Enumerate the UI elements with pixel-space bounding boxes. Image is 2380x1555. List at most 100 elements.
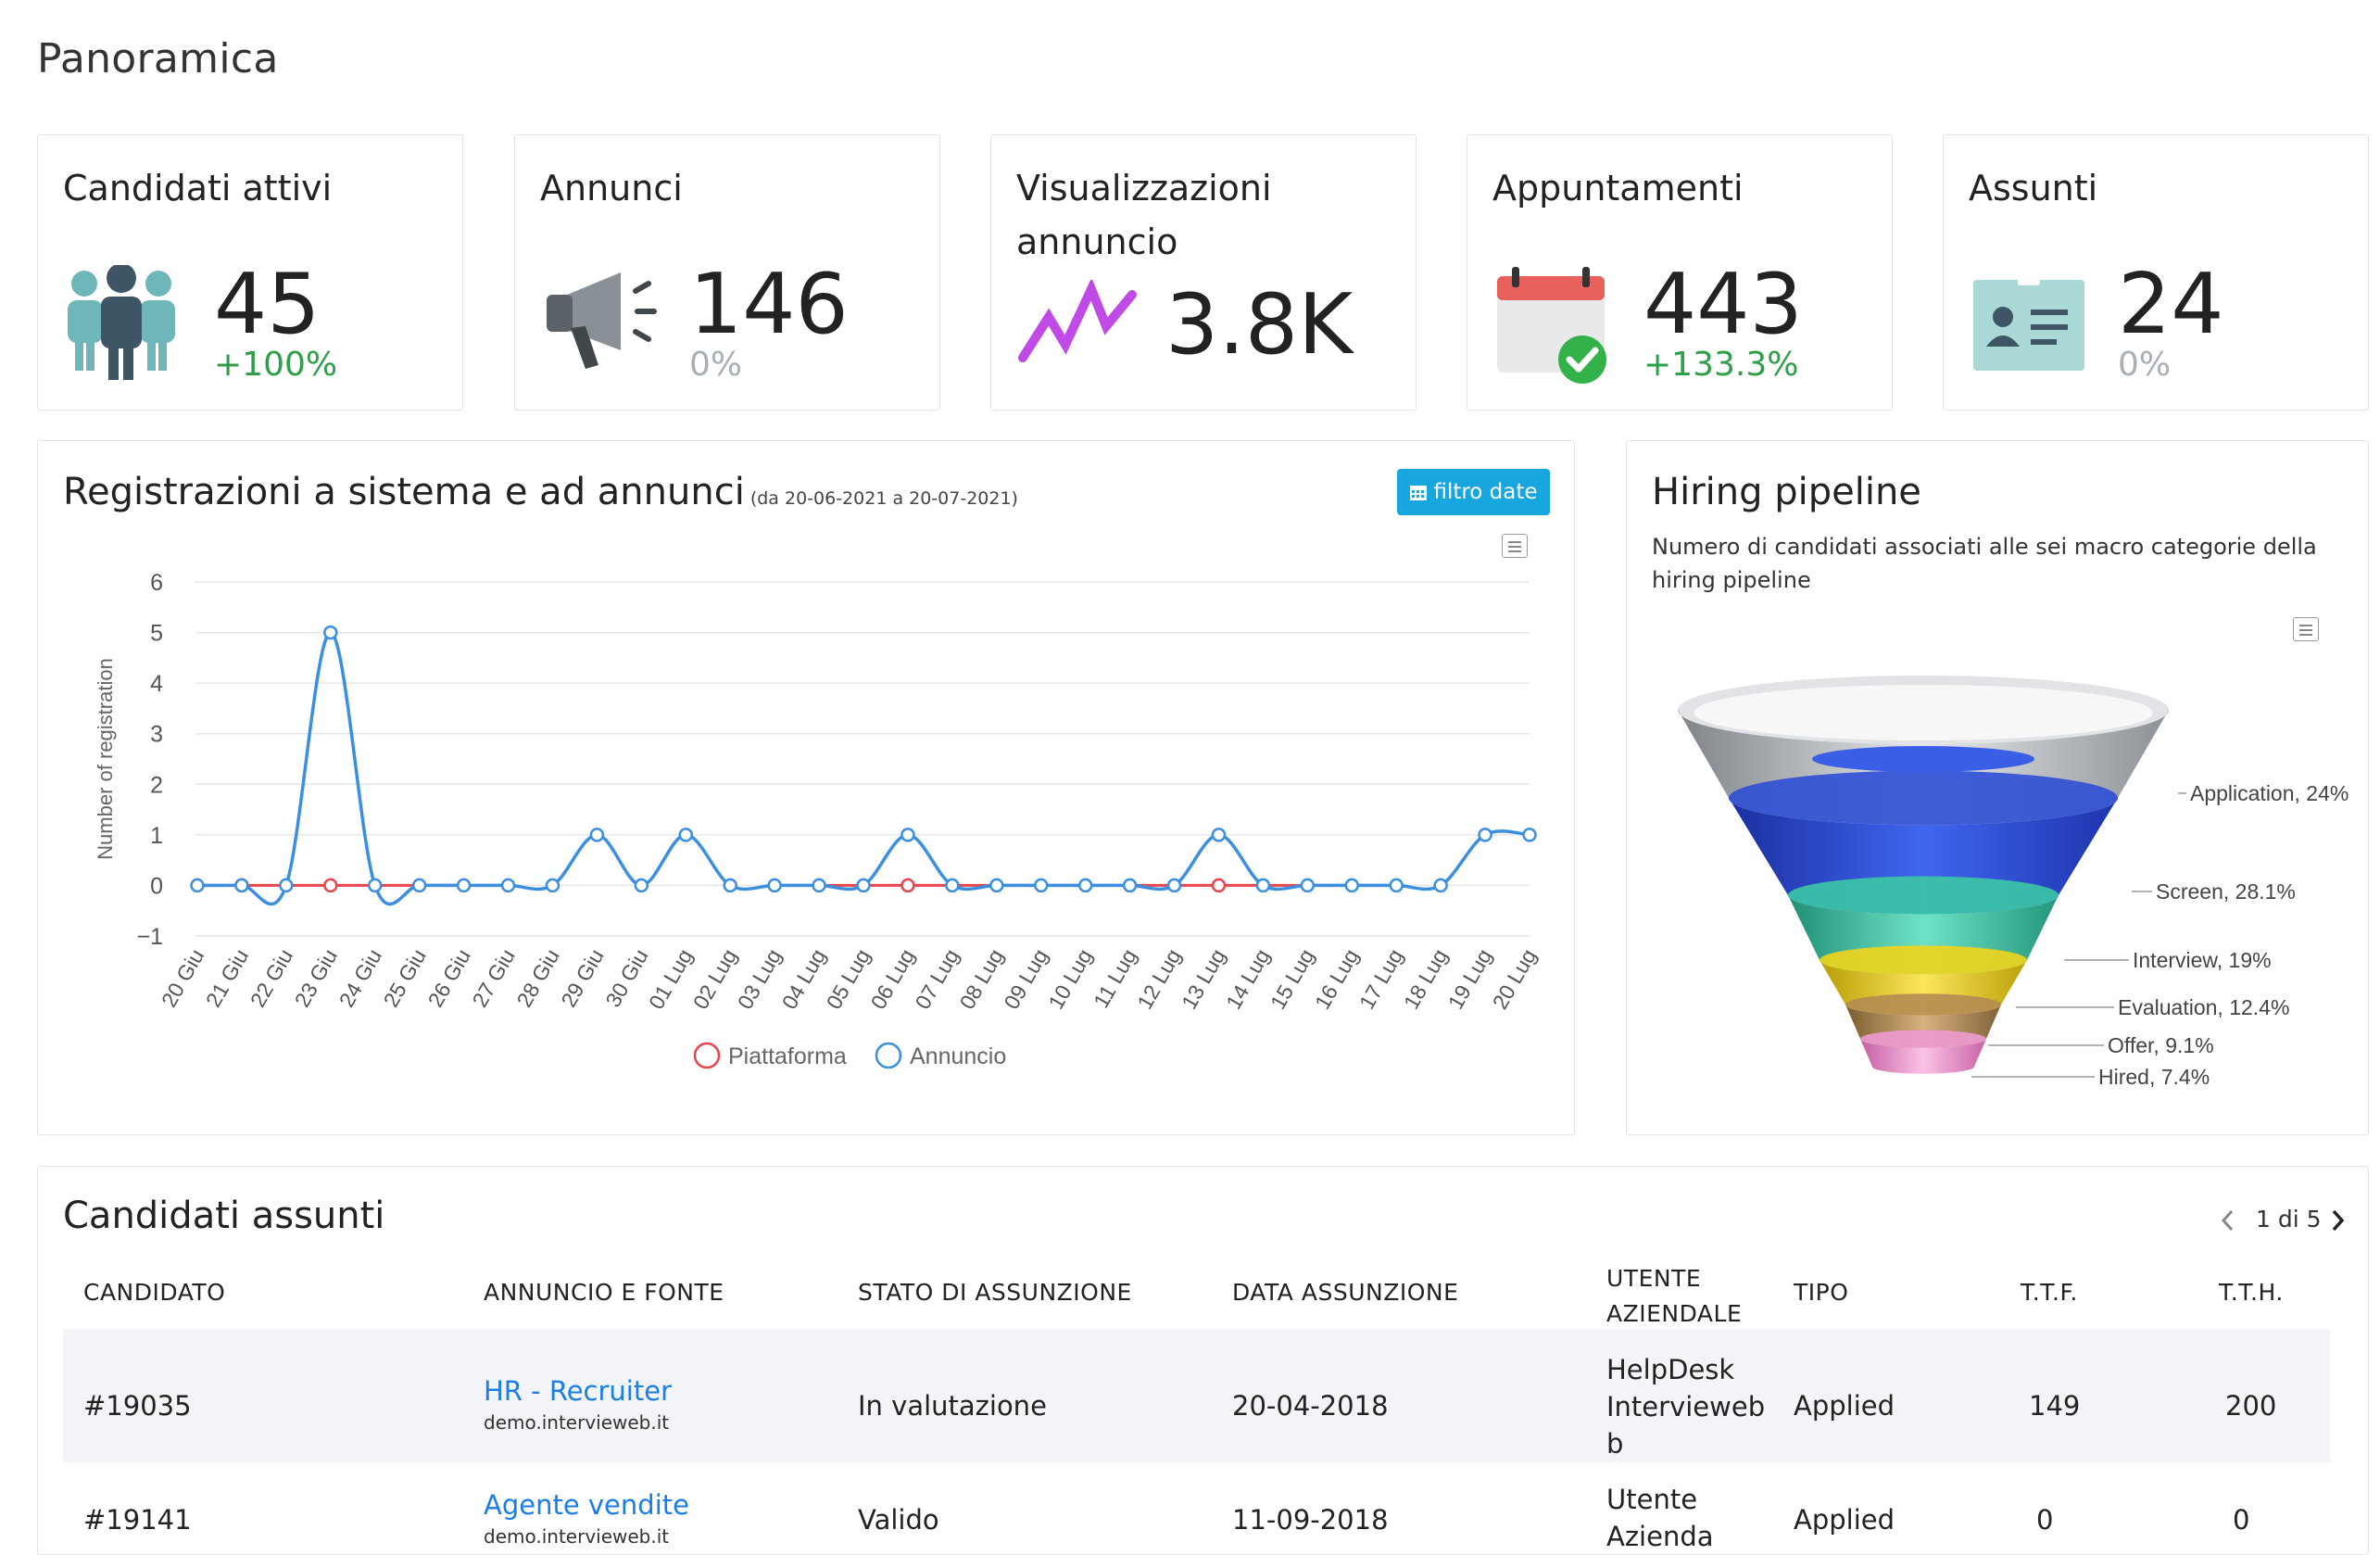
col-header-ad-source[interactable]: ANNUNCIO E FONTE <box>484 1279 724 1306</box>
funnel-label-evaluation: Evaluation, 12.4% <box>2118 995 2289 1019</box>
x-tick-label: 03 Lug <box>733 945 787 1014</box>
data-point-piattaforma[interactable] <box>323 878 338 893</box>
data-point-annuncio[interactable] <box>1033 878 1049 893</box>
col-header-candidate[interactable]: CANDIDATO <box>83 1279 226 1306</box>
data-point-annuncio[interactable] <box>367 878 383 893</box>
legend-marker-piattaforma[interactable] <box>693 1042 721 1069</box>
data-point-annuncio[interactable] <box>634 878 649 893</box>
funnel-label-offer: Offer, 9.1% <box>2108 1033 2214 1057</box>
funnel-menu-icon[interactable] <box>2293 617 2319 641</box>
funnel-segment-top <box>1860 1030 1986 1048</box>
kpi-card-hired[interactable]: Assunti 24 0% <box>1943 134 2369 411</box>
data-point-annuncio[interactable] <box>678 828 694 842</box>
data-point-annuncio[interactable] <box>1255 878 1271 893</box>
data-point-annuncio[interactable] <box>767 878 782 893</box>
data-point-annuncio[interactable] <box>723 878 737 893</box>
x-tick-label: 23 Giu <box>290 945 342 1012</box>
data-point-annuncio[interactable] <box>856 878 871 893</box>
funnel-label-hired: Hired, 7.4% <box>2098 1065 2210 1089</box>
cell-candidate[interactable]: #19141 <box>83 1504 192 1536</box>
col-header-company-user[interactable]: UTENTE AZIENDALE <box>1606 1261 1742 1332</box>
data-point-annuncio[interactable] <box>411 878 427 893</box>
col-header-hiring-status[interactable]: STATO DI ASSUNZIONE <box>858 1279 1132 1306</box>
cell-ttf: 0 <box>2036 1504 2054 1536</box>
x-tick-label: 02 Lug <box>688 945 742 1014</box>
y-axis-label: Number of registration <box>94 658 117 860</box>
kpi-delta: 0% <box>2118 346 2172 384</box>
x-tick-label: 24 Giu <box>334 945 386 1012</box>
legend-label-annuncio[interactable]: Annuncio <box>910 1043 1006 1069</box>
data-point-annuncio[interactable] <box>1344 878 1360 893</box>
x-tick-label: 21 Giu <box>201 945 253 1012</box>
data-point-annuncio[interactable] <box>500 878 516 893</box>
funnel-segment-hired[interactable] <box>1860 1039 1986 1074</box>
data-point-annuncio[interactable] <box>1300 878 1316 893</box>
data-point-annuncio[interactable] <box>989 878 1004 893</box>
date-filter-button[interactable]: filtro date <box>1397 469 1550 515</box>
cell-type: Applied <box>1794 1504 1895 1536</box>
x-tick-label: 27 Giu <box>467 945 519 1012</box>
col-header-ttf[interactable]: T.T.F. <box>2021 1279 2078 1306</box>
hiring-pipeline-description: Numero di candidati associati alle sei m… <box>1652 534 2317 593</box>
data-point-annuncio[interactable] <box>234 878 249 893</box>
company-user-line2: Azienda <box>1606 1521 1714 1552</box>
data-point-piattaforma[interactable] <box>900 878 915 893</box>
col-header-type[interactable]: TIPO <box>1794 1279 1849 1306</box>
ad-link[interactable]: HR - Recruiter <box>484 1375 672 1407</box>
x-tick-label: 18 Lug <box>1399 945 1453 1014</box>
kpi-delta: +133.3% <box>1643 346 1799 384</box>
kpi-card-active-candidates[interactable]: Candidati attivi 45 +100% <box>37 134 463 411</box>
col-header-hire-date[interactable]: DATA ASSUNZIONE <box>1232 1279 1459 1306</box>
data-point-annuncio[interactable] <box>1122 878 1138 893</box>
legend-marker-annuncio[interactable] <box>875 1042 902 1069</box>
table-row[interactable] <box>63 1329 2330 1462</box>
data-point-piattaforma[interactable] <box>1211 878 1227 893</box>
cell-date: 11-09-2018 <box>1232 1504 1389 1536</box>
registrations-title-text: Registrazioni a sistema e ad annunci <box>63 471 745 513</box>
pager-label: 1 di 5 <box>2256 1206 2322 1233</box>
cell-status: In valutazione <box>858 1390 1047 1422</box>
data-point-annuncio[interactable] <box>1522 828 1537 842</box>
megaphone-icon <box>547 272 657 369</box>
kpi-title: Annunci <box>540 168 683 209</box>
data-point-annuncio[interactable] <box>1211 828 1227 842</box>
data-point-annuncio[interactable] <box>279 878 294 893</box>
data-point-annuncio[interactable] <box>456 878 472 893</box>
data-point-annuncio[interactable] <box>1433 878 1448 893</box>
kpi-title: Appuntamenti <box>1492 168 1744 209</box>
chevron-right-icon[interactable] <box>2328 1208 2347 1233</box>
data-point-annuncio[interactable] <box>900 828 915 842</box>
kpi-card-appointments[interactable]: Appuntamenti 443 +133.3% <box>1467 134 1893 411</box>
col-header-company-user-line1: UTENTE <box>1606 1265 1702 1292</box>
data-point-annuncio[interactable] <box>545 878 560 893</box>
data-point-annuncio[interactable] <box>1077 878 1093 893</box>
data-point-annuncio[interactable] <box>945 878 960 893</box>
x-tick-label: 07 Lug <box>911 945 964 1014</box>
chevron-left-icon[interactable] <box>2219 1208 2237 1233</box>
data-point-annuncio[interactable] <box>1389 878 1404 893</box>
cell-candidate[interactable]: #19035 <box>83 1390 192 1422</box>
company-user-line1: Utente <box>1606 1484 1698 1515</box>
kpi-value: 45 <box>214 256 321 353</box>
data-point-annuncio[interactable] <box>1166 878 1182 893</box>
data-point-annuncio[interactable] <box>323 625 338 640</box>
data-point-annuncio[interactable] <box>589 828 605 842</box>
x-tick-label: 14 Lug <box>1221 945 1275 1014</box>
ad-link[interactable]: Agente vendite <box>484 1489 689 1521</box>
hiring-pipeline-card: Hiring pipeline Numero di candidati asso… <box>1626 440 2369 1135</box>
col-header-tth[interactable]: T.T.H. <box>2219 1279 2284 1306</box>
registrations-line-chart: 6 5 4 3 2 1 0 −1 Number of registration 20 Giu21 … <box>94 570 1541 1069</box>
x-tick-label: 15 Lug <box>1266 945 1319 1014</box>
data-point-annuncio[interactable] <box>812 878 826 893</box>
data-point-annuncio[interactable] <box>190 878 205 893</box>
registrations-chart-card: Registrazioni a sistema e ad annunci (da … <box>37 440 1575 1135</box>
kpi-card-ad-views[interactable]: Visualizzazioni annuncio 3.8K <box>990 134 1417 411</box>
funnel-opening-inner <box>1812 746 2034 772</box>
date-range: (da 20-06-2021 a 20-07-2021) <box>749 488 1018 509</box>
calendar-icon <box>1410 486 1428 500</box>
page-title: Panoramica <box>37 35 279 82</box>
legend-label-piattaforma[interactable]: Piattaforma <box>728 1043 847 1069</box>
data-point-annuncio[interactable] <box>1478 828 1492 842</box>
chart-menu-icon[interactable] <box>1502 534 1528 558</box>
kpi-card-ads[interactable]: Annunci 146 0% <box>514 134 940 411</box>
